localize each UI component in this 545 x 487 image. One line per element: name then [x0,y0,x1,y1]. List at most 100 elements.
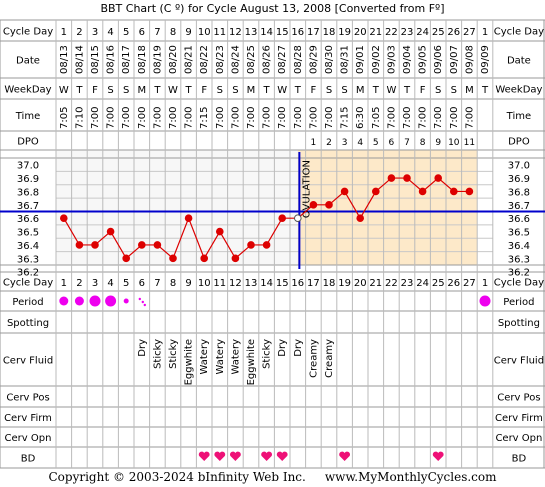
y-tick-label-right: 36.4 [508,241,530,252]
period-dot [74,296,84,306]
cycle-day-top: 1 [61,27,67,38]
temperature-point [450,187,458,196]
weekday-cell: T [403,85,411,96]
y-tick-label-right: 37.0 [508,161,530,172]
row-label-dpo-right: DPO [508,137,530,148]
cycle-day-top: 22 [385,27,398,38]
date-cell: 08/28 [293,45,304,74]
period-dot [105,295,117,307]
time-cell: 7:00 [464,107,475,129]
dpo-cell: 2 [326,138,332,148]
y-tick-label-left: 36.3 [17,254,39,265]
weekday-cell: M [356,85,365,96]
cycle-day-top: 6 [139,27,145,38]
date-cell: 08/14 [74,45,85,74]
weekday-cell: F [311,85,317,96]
cycle-day-top: 8 [170,27,176,38]
date-cell: 08/15 [90,45,101,74]
cycle-day-bottom: 11 [213,278,226,289]
temperature-point [138,241,146,249]
row-label-cerv_firm-left: Cerv Firm [4,413,52,424]
temperature-point [216,227,224,236]
bd-heart-icon [214,451,226,461]
temperature-point [387,174,396,182]
cerv-fluid-cell: Dry [293,339,304,357]
date-cell: 08/23 [215,45,226,74]
cycle-day-top: 7 [154,27,160,38]
time-cell: 7:10 [74,107,85,129]
weekday-cell: T [372,85,380,96]
time-cell: 7:00 [433,107,444,129]
cycle-day-top: 9 [185,27,191,38]
date-cell: 08/26 [262,45,273,74]
y-tick-label-left: 36.8 [17,187,39,198]
row-label-cerv_pos-left: Cerv Pos [6,393,49,404]
dpo-cell: 6 [389,138,395,148]
dpo-cell: 5 [373,138,379,148]
row-label-cerv_firm-right: Cerv Firm [495,413,543,424]
temperature-point [403,174,411,182]
row-label-cerv_opn-left: Cerv Opn [5,433,52,444]
time-cell: 7:05 [59,107,70,129]
cycle-day-top: 19 [338,27,351,38]
bd-heart-icon [339,451,351,461]
weekday-cell: T [185,85,193,96]
date-cell: 08/31 [340,45,351,74]
time-cell: 7:00 [324,107,335,129]
weekday-cell: T [481,85,489,96]
y-tick-label-right: 36.2 [508,268,530,279]
temperature-point [184,214,193,222]
row-label-cerv_pos-right: Cerv Pos [497,393,540,404]
time-cell: 7:00 [449,107,460,129]
cycle-day-bottom: 18 [323,278,336,289]
temperature-point [372,187,380,196]
y-tick-label-left: 36.9 [17,174,39,185]
bd-heart-icon [276,451,288,461]
time-cell: 7:00 [386,107,397,129]
weekday-cell: M [465,85,474,96]
date-cell: 08/27 [277,45,288,74]
dpo-cell: 11 [464,138,475,148]
time-cell: 7:00 [293,107,304,129]
time-cell: 7:00 [90,107,101,129]
weekday-cell: W [168,85,178,96]
date-cell: 08/20 [168,45,179,74]
cycle-day-bottom: 19 [338,278,351,289]
temperature-point [309,201,318,209]
y-tick-label-right: 36.8 [508,187,530,198]
cycle-day-bottom: 16 [291,278,304,289]
row-label-period-right: Period [503,297,534,308]
temperature-point [122,254,130,263]
row-label-cerv_fluid-right: Cerv Fluid [494,356,544,367]
cycle-day-bottom: 27 [463,278,476,289]
cycle-day-bottom: 9 [185,278,191,289]
date-cell: 09/08 [464,45,475,74]
row-label-date-right: Date [507,56,531,67]
cycle-day-bottom: 7 [154,278,160,289]
cycle-day-top: 23 [401,27,414,38]
cycle-day-bottom: 2 [76,278,82,289]
cycle-day-bottom: 24 [416,278,429,289]
cerv-fluid-cell: Dry [137,339,148,357]
bd-heart-icon [198,451,210,461]
dpo-cell: 3 [342,138,348,148]
row-label-dpo-left: DPO [17,137,39,148]
cerv-fluid-cell: Eggwhite [246,339,257,385]
cycle-day-bottom: 1 [482,278,488,289]
cycle-day-bottom: 5 [123,278,129,289]
cycle-day-top: 16 [291,27,304,38]
date-cell: 08/30 [324,45,335,74]
cycle-day-bottom: 10 [198,278,211,289]
ovulation-label: OVULATION [301,160,312,218]
cycle-day-top: 20 [354,27,367,38]
bd-heart-icon [432,451,444,461]
date-cell: 09/09 [480,45,491,74]
y-tick-label-right: 36.6 [508,214,530,225]
weekday-cell: F [201,85,207,96]
time-cell: 7:00 [168,107,179,129]
time-cell: 7:00 [418,107,429,129]
cerv-fluid-cell: Dry [277,339,288,357]
weekday-cell: F [92,85,98,96]
